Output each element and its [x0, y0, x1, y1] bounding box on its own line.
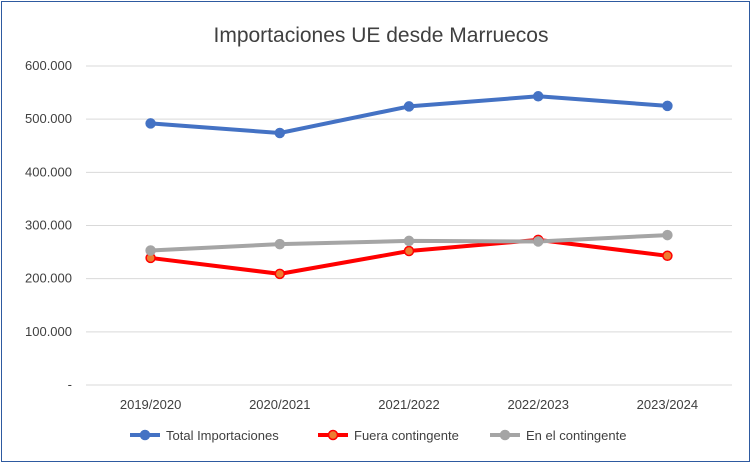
x-tick-label: 2019/2020	[120, 397, 181, 412]
y-tick-label: 600.000	[25, 58, 72, 73]
y-tick-label: 400.000	[25, 164, 72, 179]
legend-label: Fuera contingente	[354, 428, 459, 443]
y-tick-label: -	[68, 377, 72, 392]
data-point	[403, 235, 415, 247]
legend-item: Total Importaciones	[130, 428, 279, 443]
y-tick-label: 500.000	[25, 111, 72, 126]
y-tick-label: 100.000	[25, 324, 72, 339]
data-point	[274, 238, 286, 250]
x-tick-label: 2021/2022	[378, 397, 439, 412]
x-tick-label: 2023/2024	[637, 397, 698, 412]
data-point	[274, 268, 286, 280]
legend-item: En el contingente	[490, 428, 626, 443]
data-point	[274, 127, 286, 139]
data-point	[403, 101, 415, 112]
y-tick-label: 200.000	[25, 271, 72, 286]
x-tick-label: 2020/2021	[249, 397, 310, 412]
chart-title: Importaciones UE desde Marruecos	[214, 24, 549, 47]
series-lines	[145, 91, 673, 280]
legend-label: Total Importaciones	[166, 428, 279, 443]
legend-label: En el contingente	[526, 428, 626, 443]
y-axis-tick-labels: - 100.000 200.000 300.000 400.000 500.000 600.…	[25, 58, 72, 392]
legend: Total Importaciones Fuera contingente En e…	[130, 428, 626, 443]
y-tick-label: 300.000	[25, 218, 72, 233]
legend-marker	[327, 429, 339, 441]
legend-item: Fuera contingente	[318, 428, 459, 443]
data-point	[662, 229, 673, 241]
x-tick-label: 2022/2023	[507, 397, 568, 412]
legend-marker	[139, 429, 151, 441]
data-point	[662, 250, 673, 262]
data-point	[145, 245, 156, 256]
data-point	[662, 100, 673, 112]
data-point	[403, 245, 415, 257]
legend-marker	[499, 429, 511, 441]
x-axis-tick-labels: 2019/2020 2020/2021 2021/2022 2022/2023 2023…	[120, 397, 698, 412]
data-point	[145, 118, 156, 129]
gridlines	[86, 65, 732, 386]
data-point	[532, 236, 544, 247]
data-point	[532, 91, 544, 102]
